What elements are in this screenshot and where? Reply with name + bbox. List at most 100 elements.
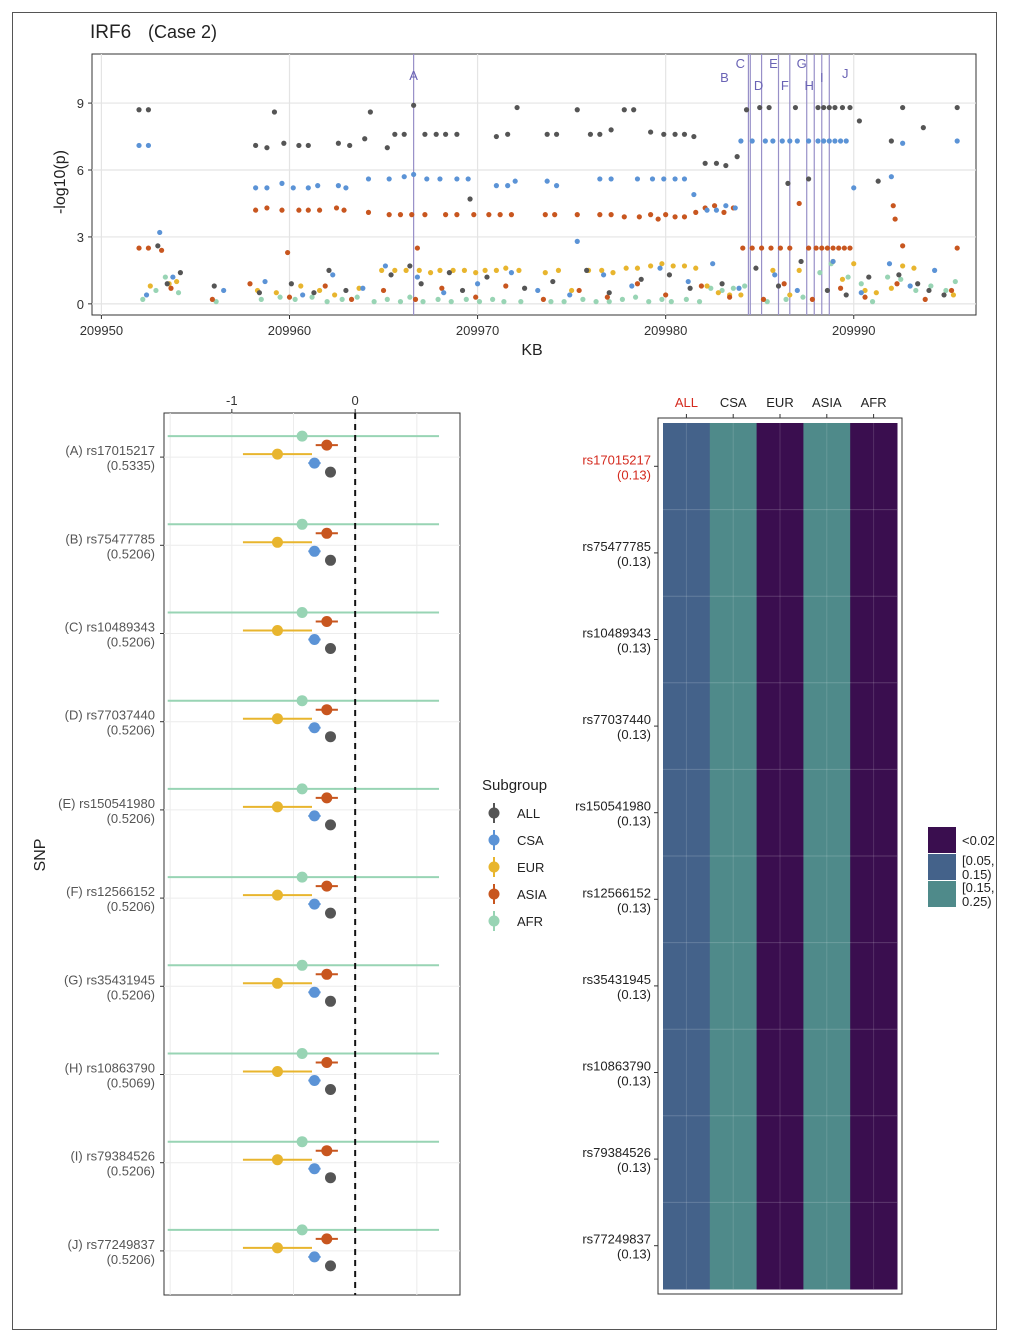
point-all xyxy=(661,131,667,137)
heatmap-cell xyxy=(803,1029,851,1117)
point-all xyxy=(407,263,413,269)
point-asia xyxy=(796,200,802,207)
point-afr xyxy=(140,296,146,302)
subgroup-legend: Subgroup ALL CSA EUR ASIA AFR xyxy=(482,777,547,931)
point-all xyxy=(347,142,353,149)
heatmap-cell xyxy=(663,856,711,944)
point-asia xyxy=(380,287,387,294)
estimate-csa xyxy=(308,1163,320,1175)
point-all xyxy=(544,131,550,137)
estimate-eur xyxy=(271,1242,283,1254)
point-csa xyxy=(888,174,894,180)
point-asia xyxy=(830,245,836,251)
point-all xyxy=(271,109,278,115)
y-tick-label: 6 xyxy=(77,163,84,178)
point-asia xyxy=(634,281,641,287)
point-afr xyxy=(593,299,599,305)
heatmap-cell xyxy=(709,423,758,511)
point-asia xyxy=(305,207,311,213)
point-afr xyxy=(292,296,298,302)
heatmap-cell xyxy=(709,942,758,1030)
point-csa xyxy=(704,207,710,213)
point-all xyxy=(164,281,170,287)
point-all xyxy=(691,133,697,140)
point-asia xyxy=(333,205,340,211)
heatmap-row-label: rs77249837 xyxy=(582,1232,651,1247)
heatmap-row-label: rs10489343 xyxy=(582,626,651,641)
point-csa xyxy=(600,272,607,278)
point-all xyxy=(384,145,390,151)
point-eur xyxy=(473,270,479,276)
estimate-csa xyxy=(308,1251,320,1263)
point-asia xyxy=(837,285,844,291)
point-asia xyxy=(663,292,669,298)
point-csa xyxy=(424,176,430,182)
point-eur xyxy=(839,276,846,282)
x-tick-label: 209980 xyxy=(644,323,687,338)
point-eur xyxy=(787,292,793,298)
snp-label: (C) rs10489343 xyxy=(65,620,155,635)
point-asia xyxy=(279,207,285,213)
point-csa xyxy=(512,178,518,184)
point-afr xyxy=(742,283,748,289)
point-all xyxy=(606,290,612,296)
estimate-afr xyxy=(296,1048,308,1059)
estimate-csa xyxy=(308,898,320,910)
legend-item-label: EUR xyxy=(517,860,544,875)
point-afr xyxy=(913,287,919,294)
point-asia xyxy=(862,294,868,300)
snp-marker-label: F xyxy=(781,78,789,93)
point-all xyxy=(514,104,520,111)
point-csa xyxy=(170,274,176,280)
heatmap-cell xyxy=(663,1029,711,1117)
point-afr xyxy=(339,296,345,302)
point-all xyxy=(687,285,693,291)
point-asia xyxy=(698,283,704,289)
point-all xyxy=(422,131,428,137)
point-asia xyxy=(454,212,460,218)
heatmap-column-label: EUR xyxy=(766,395,793,410)
heatmap-legend: <0.02 [0.05,0.15)[0.15,0.25) xyxy=(928,827,995,909)
heatmap-row-value: (0.13) xyxy=(617,641,651,656)
point-all xyxy=(505,131,511,137)
heatmap-cell xyxy=(709,596,758,684)
heatmap-cell xyxy=(803,509,851,597)
point-afr xyxy=(153,287,159,294)
estimate-eur xyxy=(271,1066,283,1077)
heatmap-cell xyxy=(850,509,898,597)
snp-marker-label: E xyxy=(769,56,778,71)
point-csa xyxy=(335,183,341,189)
point-eur xyxy=(950,292,957,298)
point-asia xyxy=(503,283,509,289)
point-afr xyxy=(463,296,469,302)
heatmap-cell xyxy=(756,596,804,684)
point-afr xyxy=(371,299,377,305)
heatmap-row-label: rs79384526 xyxy=(582,1145,651,1160)
point-all xyxy=(343,287,349,294)
point-eur xyxy=(610,270,616,276)
heatmap-row-label: rs75477785 xyxy=(582,539,651,554)
point-all xyxy=(621,107,627,113)
heatmap-cell xyxy=(803,1115,851,1203)
scatter-panel xyxy=(91,53,977,316)
point-csa xyxy=(553,183,560,189)
heatmap-cell xyxy=(756,509,804,597)
snp-marker-label: J xyxy=(842,66,849,81)
point-afr xyxy=(764,299,770,305)
point-csa xyxy=(787,138,793,144)
point-csa xyxy=(262,278,268,285)
point-all xyxy=(388,272,394,278)
estimate-eur xyxy=(271,889,283,901)
snp-marker-label: G xyxy=(797,56,807,71)
point-asia xyxy=(954,245,960,251)
point-csa xyxy=(264,185,270,191)
estimate-eur xyxy=(271,448,283,460)
forest-x-tick-label: -1 xyxy=(226,393,238,408)
point-afr xyxy=(448,299,454,305)
estimate-afr xyxy=(296,1136,308,1148)
point-asia xyxy=(397,212,404,218)
y-tick-label: 3 xyxy=(77,230,84,245)
heatmap-row-label: rs77037440 xyxy=(582,712,651,727)
heatmap-cell xyxy=(850,856,898,944)
point-asia xyxy=(621,214,627,220)
